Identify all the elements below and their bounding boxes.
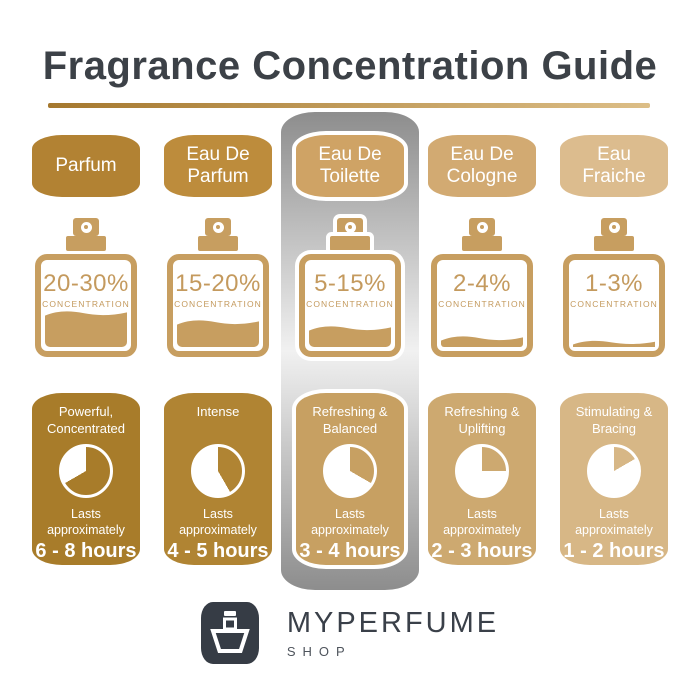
title-underline bbox=[48, 103, 650, 108]
liquid-wave-icon bbox=[441, 336, 523, 345]
duration-value: 1 - 2 hours bbox=[563, 540, 665, 563]
bottle-nozzle-icon bbox=[205, 218, 231, 236]
lasts-label: Lasts approximately bbox=[47, 507, 125, 537]
column-eau-fraiche: Eau Fraiche 1-3% CONCENTRATION Stimulati… bbox=[560, 135, 668, 565]
bottle-nozzle-icon bbox=[601, 218, 627, 236]
info-card: Refreshing & Uplifting Lasts approximate… bbox=[428, 393, 536, 565]
liquid-body bbox=[177, 327, 259, 347]
info-card: Powerful, Concentrated Lasts approximate… bbox=[32, 393, 140, 565]
info-card: Refreshing & Balanced Lasts approximatel… bbox=[296, 393, 404, 565]
clock-pie-icon bbox=[59, 444, 113, 498]
brand-subtitle: SHOP bbox=[286, 644, 352, 659]
scent-descriptor: Stimulating & Bracing bbox=[575, 404, 653, 436]
column-parfum: Parfum 20-30% CONCENTRATION Powerful, Co… bbox=[32, 135, 140, 565]
nozzle-dot-icon bbox=[608, 221, 620, 233]
column-eau-de-toilette: Eau De Toilette 5-15% CONCENTRATION Refr… bbox=[296, 135, 404, 565]
liquid-fill bbox=[177, 318, 259, 347]
tier-tab-label: Eau De Cologne bbox=[446, 143, 518, 187]
bottle-neck bbox=[330, 236, 370, 251]
duration-value: 3 - 4 hours bbox=[299, 540, 401, 563]
lasts-label: Lasts approximately bbox=[311, 507, 389, 537]
tier-tab: Eau De Cologne bbox=[428, 135, 536, 197]
perfume-bottle-icon: 15-20% CONCENTRATION bbox=[167, 218, 269, 357]
tier-tab-label: Eau Fraiche bbox=[582, 143, 646, 187]
concentration-label: CONCENTRATION bbox=[306, 299, 394, 309]
nozzle-dot-icon bbox=[80, 221, 92, 233]
bottle-neck bbox=[594, 236, 634, 251]
tier-tab-label: Eau De Parfum bbox=[186, 143, 250, 187]
column-eau-de-parfum: Eau De Parfum 15-20% CONCENTRATION Inten… bbox=[164, 135, 272, 565]
liquid-body bbox=[45, 318, 127, 347]
clock-pie-icon bbox=[455, 444, 509, 498]
bottle-body: 1-3% CONCENTRATION bbox=[563, 254, 665, 357]
page-title: Fragrance Concentration Guide bbox=[42, 44, 658, 88]
tier-tab-label: Eau De Toilette bbox=[318, 143, 382, 187]
bottle-nozzle-icon bbox=[469, 218, 495, 236]
tier-tab: Eau De Toilette bbox=[296, 135, 404, 197]
scent-descriptor: Powerful, Concentrated bbox=[46, 404, 126, 436]
tier-columns: Parfum 20-30% CONCENTRATION Powerful, Co… bbox=[32, 135, 668, 565]
bottle-neck bbox=[66, 236, 106, 251]
clock-pie-icon bbox=[323, 444, 377, 498]
bottle-neck bbox=[198, 236, 238, 251]
concentration-range: 5-15% bbox=[314, 270, 386, 297]
concentration-range: 20-30% bbox=[43, 270, 129, 297]
liquid-wave-icon bbox=[573, 340, 655, 347]
perfume-bottle-icon: 2-4% CONCENTRATION bbox=[431, 218, 533, 357]
tier-tab: Eau De Parfum bbox=[164, 135, 272, 197]
scent-descriptor: Refreshing & Uplifting bbox=[444, 404, 520, 436]
brand-name: MYPERFUME bbox=[286, 607, 500, 639]
scent-descriptor: Refreshing & Balanced bbox=[312, 404, 388, 436]
scent-descriptor: Intense bbox=[196, 404, 240, 419]
info-card: Intense Lasts approximately 4 - 5 hours bbox=[164, 393, 272, 565]
bottle-body: 2-4% CONCENTRATION bbox=[431, 254, 533, 357]
duration-value: 4 - 5 hours bbox=[167, 540, 269, 563]
liquid-fill bbox=[309, 324, 391, 347]
liquid-fill bbox=[441, 334, 523, 347]
bottle-body: 5-15% CONCENTRATION bbox=[299, 254, 401, 357]
tier-tab-label: Parfum bbox=[55, 154, 117, 176]
nozzle-dot-icon bbox=[344, 221, 356, 233]
duration-value: 2 - 3 hours bbox=[431, 540, 533, 563]
nozzle-dot-icon bbox=[212, 221, 224, 233]
tier-tab: Eau Fraiche bbox=[560, 135, 668, 197]
nozzle-dot-icon bbox=[476, 221, 488, 233]
concentration-label: CONCENTRATION bbox=[570, 299, 658, 309]
perfume-bottle-icon: 20-30% CONCENTRATION bbox=[35, 218, 137, 357]
liquid-fill bbox=[573, 339, 655, 347]
clock-pie-icon bbox=[191, 444, 245, 498]
footer-brand: MYPERFUME SHOP bbox=[0, 602, 700, 664]
liquid-body bbox=[441, 344, 523, 347]
bottle-nozzle-icon bbox=[73, 218, 99, 236]
concentration-range: 15-20% bbox=[175, 270, 261, 297]
perfume-bottle-icon: 5-15% CONCENTRATION bbox=[299, 218, 401, 357]
lasts-label: Lasts approximately bbox=[179, 507, 257, 537]
brand-text: MYPERFUME SHOP bbox=[287, 607, 499, 659]
column-eau-de-cologne: Eau De Cologne 2-4% CONCENTRATION Refres… bbox=[428, 135, 536, 565]
perfume-bottle-logo-icon bbox=[210, 611, 250, 653]
bottle-nozzle-icon bbox=[337, 218, 363, 236]
concentration-range: 1-3% bbox=[584, 270, 644, 297]
concentration-range: 2-4% bbox=[452, 270, 512, 297]
concentration-label: CONCENTRATION bbox=[42, 299, 130, 309]
concentration-label: CONCENTRATION bbox=[174, 299, 262, 309]
lasts-label: Lasts approximately bbox=[575, 507, 653, 537]
liquid-fill bbox=[45, 309, 127, 347]
lasts-label: Lasts approximately bbox=[443, 507, 521, 537]
liquid-wave-icon bbox=[177, 320, 259, 328]
clock-pie-icon bbox=[587, 444, 641, 498]
liquid-wave-icon bbox=[309, 326, 391, 335]
info-card: Stimulating & Bracing Lasts approximatel… bbox=[560, 393, 668, 565]
bottle-body: 20-30% CONCENTRATION bbox=[35, 254, 137, 357]
shop-logo bbox=[200, 602, 259, 664]
concentration-label: CONCENTRATION bbox=[438, 299, 526, 309]
perfume-bottle-icon: 1-3% CONCENTRATION bbox=[563, 218, 665, 357]
bottle-body: 15-20% CONCENTRATION bbox=[167, 254, 269, 357]
tier-tab: Parfum bbox=[32, 135, 140, 197]
liquid-body bbox=[309, 334, 391, 347]
bottle-neck bbox=[462, 236, 502, 251]
duration-value: 6 - 8 hours bbox=[35, 540, 137, 563]
liquid-wave-icon bbox=[45, 311, 127, 319]
